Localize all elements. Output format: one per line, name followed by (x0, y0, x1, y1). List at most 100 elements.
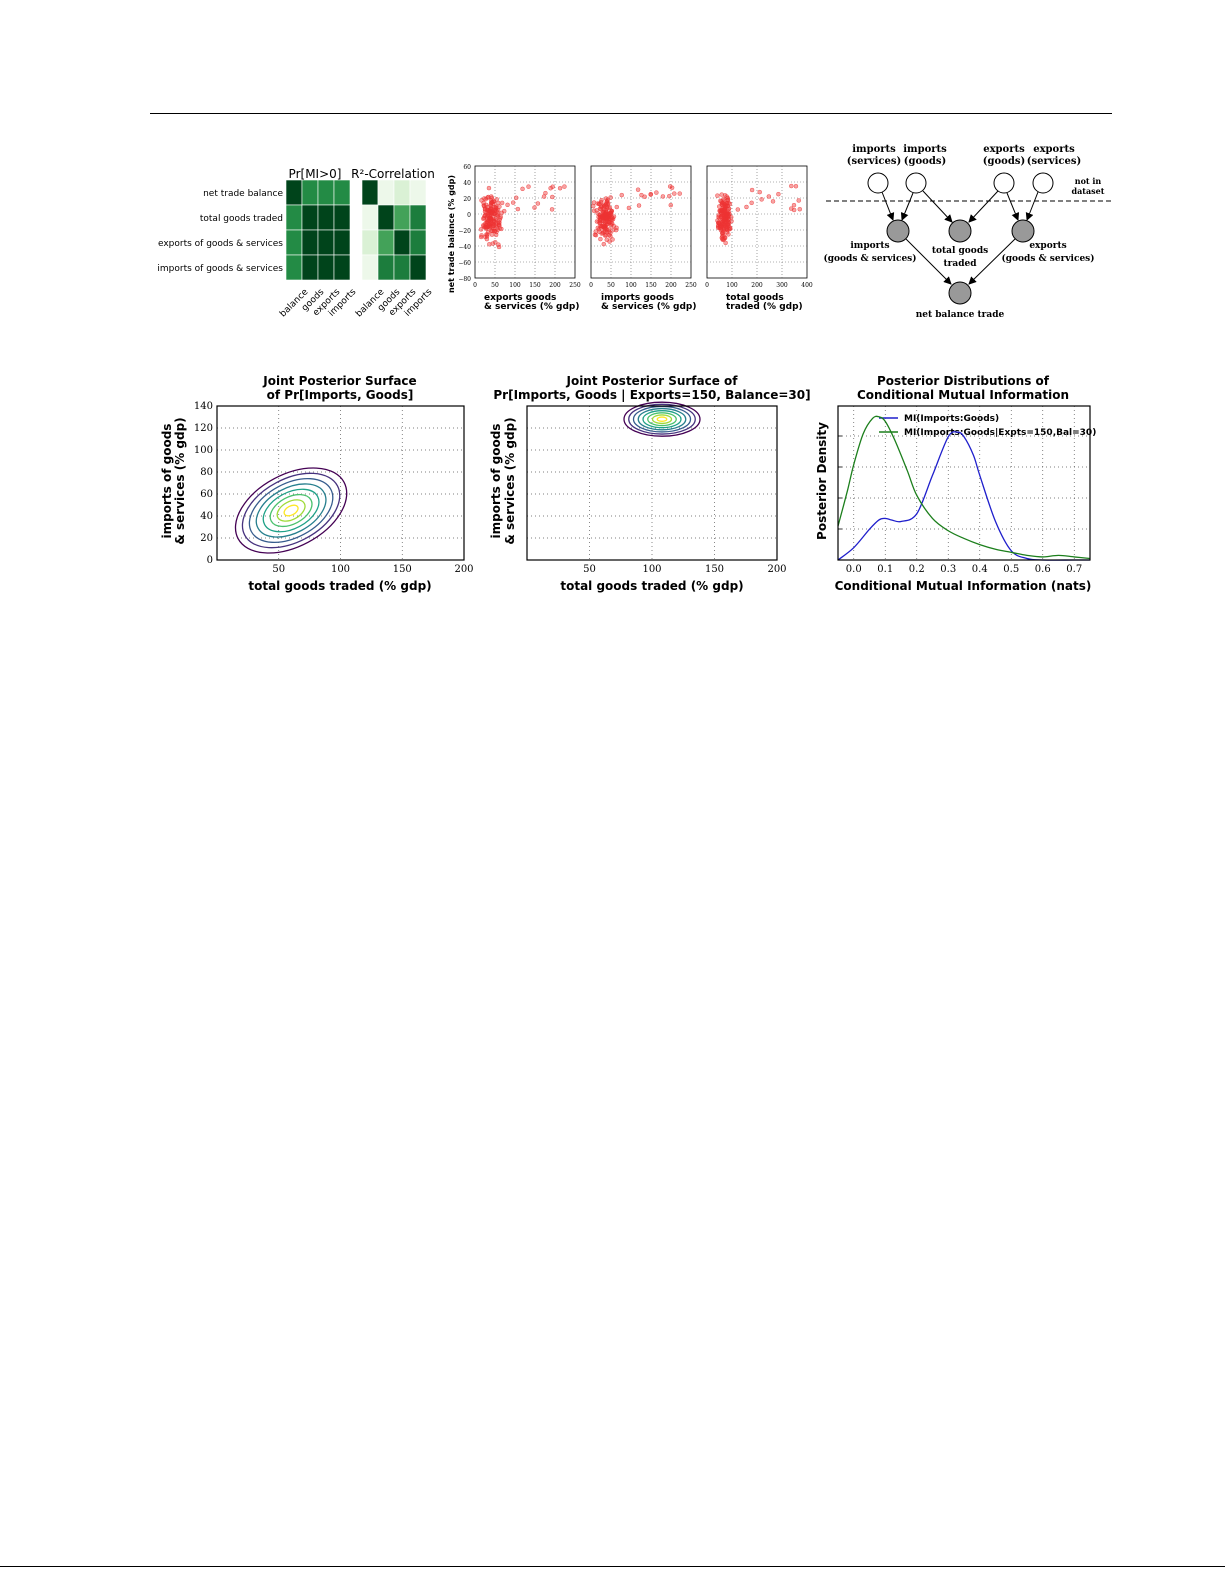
contour-level (262, 488, 320, 533)
node-exports-services (1032, 172, 1054, 194)
heatmap-cell (317, 204, 335, 231)
scatter-point (485, 195, 490, 200)
edge (968, 190, 999, 223)
x-tick-label: 0 (589, 282, 593, 289)
node-label-exports-goods-2: (goods) (983, 156, 1025, 167)
contour-panel-1: Joint Posterior Surface of Pr[Imports, G… (150, 368, 480, 608)
y-tick-label: 20 (200, 533, 213, 544)
scatter-point (757, 189, 762, 195)
scatter-point (636, 203, 642, 208)
x-tick-label: 50 (272, 564, 285, 575)
y-tick-label: 40 (200, 511, 213, 522)
scatter-point (604, 227, 610, 232)
scatter-point (719, 192, 724, 197)
scatter-point (722, 205, 728, 210)
contour-level (637, 407, 687, 431)
scatter-point (491, 223, 497, 228)
y-tick-label: 20 (463, 196, 471, 203)
heatmap-panel: Pr[MI>0] R²-Correlation net trade balanc… (150, 160, 440, 320)
scatter-point (535, 201, 541, 206)
scatter-point (526, 184, 531, 189)
contour1-svg: Joint Posterior Surface of Pr[Imports, G… (160, 374, 474, 593)
heatmap-cell (361, 229, 379, 256)
scatter-point (721, 213, 726, 219)
heatmap-cell (393, 204, 411, 231)
scatter-point (600, 224, 605, 229)
heatmap-cell (301, 229, 319, 256)
x-tick-label: 0.5 (1003, 564, 1019, 575)
x-tick-label: 250 (685, 282, 697, 289)
legend-label-2: MI(Imports:Goods|Expts=150,Bal=30) (904, 428, 1096, 438)
y-tick-label: 120 (194, 423, 213, 434)
edge (1025, 191, 1039, 221)
x-tick-label: 100 (642, 564, 661, 575)
scatter-point (491, 218, 496, 224)
scatter-point (591, 200, 597, 205)
heatmap-cell (333, 254, 351, 281)
x-tick-label: 100 (509, 282, 521, 289)
y-tick-label: 100 (194, 445, 213, 456)
contour2-ylabel-1: imports of goods (489, 424, 503, 539)
scatter-point (604, 237, 610, 243)
contour-level (241, 472, 341, 549)
scatter-svg: net trade balance (% gdp) exports goods … (447, 164, 813, 312)
y-tick-label: −40 (458, 244, 471, 251)
scatter-point (483, 213, 488, 218)
scatter-point (484, 224, 490, 230)
contour-panel-2: Joint Posterior Surface of Pr[Imports, G… (480, 368, 811, 608)
scatter-point (490, 241, 496, 246)
scatter-point (605, 197, 610, 203)
scatter-xlabel-1a: exports goods (484, 293, 556, 303)
heatmap-cell (409, 179, 427, 206)
x-tick-label: 150 (705, 564, 724, 575)
not-in-dataset-label-2: dataset (1072, 186, 1105, 196)
heatmap-cell (285, 179, 303, 206)
scatter-point (550, 194, 555, 200)
mi-svg: Posterior Distributions of Conditional M… (815, 374, 1096, 593)
scatter-point (770, 199, 776, 204)
heatmap-cell (333, 204, 351, 231)
scatter-point (719, 207, 725, 213)
heatmap-cell (301, 254, 319, 281)
scatter-point (513, 195, 519, 201)
scatter-point (481, 200, 486, 206)
scatter-point (489, 195, 495, 201)
scatter-point (595, 211, 600, 216)
x-tick-label: 200 (454, 564, 473, 575)
x-tick-label: 200 (549, 282, 561, 289)
scatter-point (489, 232, 495, 237)
scatter-point (789, 206, 794, 211)
heatmap-cell (285, 204, 303, 231)
network-svg: imports (services) imports (goods) expor… (823, 144, 1111, 320)
scatter-point (593, 232, 599, 238)
scatter-point (735, 207, 741, 212)
scatter-point (718, 225, 724, 230)
node-label-imports-services-1: imports (852, 144, 896, 155)
mi-title-1: Posterior Distributions of (877, 374, 1050, 388)
scatter-xlabel-2a: imports goods (601, 293, 674, 303)
node-label-exports-services-2: (services) (1027, 156, 1081, 167)
x-tick-label: 0.7 (1066, 564, 1082, 575)
scatter-point (797, 206, 803, 212)
scatter-point (660, 194, 666, 199)
edge (905, 238, 952, 285)
x-tick-label: 0.1 (877, 564, 893, 575)
y-tick-label: 0 (467, 212, 471, 219)
scatter-point (723, 240, 728, 246)
node-exports (1011, 219, 1035, 243)
x-tick-label: 0.3 (940, 564, 956, 575)
x-tick-label: 250 (569, 282, 581, 289)
y-tick-label: 60 (200, 489, 213, 500)
edge (922, 190, 953, 223)
scatter-point (562, 184, 567, 189)
plot-frame (216, 405, 465, 561)
scatter-point (497, 204, 502, 209)
node-label-imports-goods-2: (goods) (904, 156, 946, 167)
scatter-point (789, 183, 794, 189)
scatter-point (635, 187, 641, 192)
y-tick-label: −60 (458, 260, 471, 267)
y-tick-label: 0 (207, 555, 213, 566)
contour2-xlabel: total goods traded (% gdp) (560, 579, 743, 593)
y-tick-label: 60 (463, 164, 471, 171)
scatter-point (726, 207, 731, 212)
